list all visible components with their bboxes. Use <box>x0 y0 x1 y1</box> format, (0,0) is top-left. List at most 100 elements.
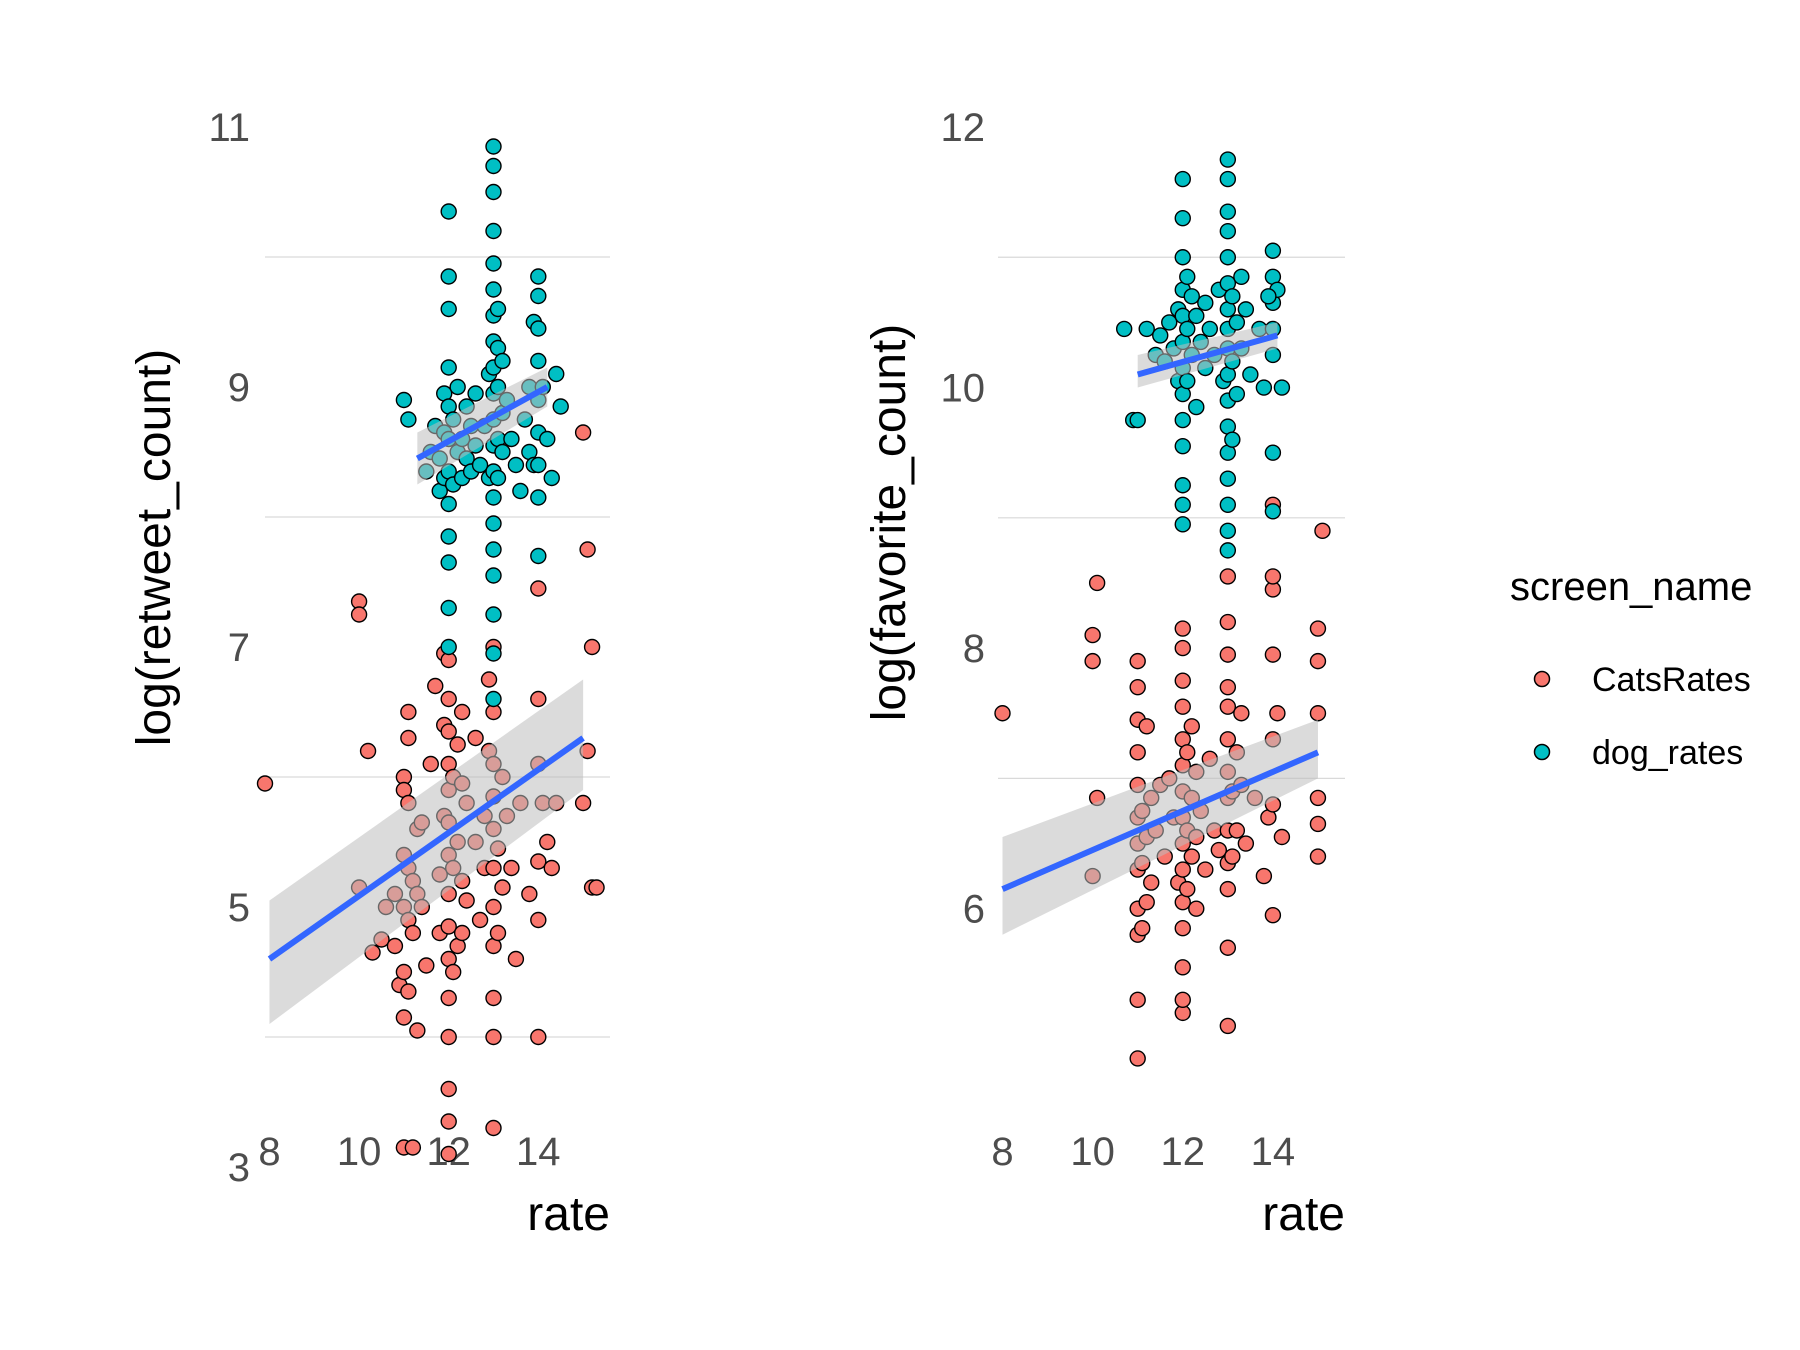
data-point <box>1219 646 1237 663</box>
data-point <box>1228 385 1246 403</box>
data-point <box>1219 568 1237 585</box>
data-point <box>1219 151 1237 168</box>
data-point <box>1264 906 1282 924</box>
data-point <box>588 879 605 896</box>
data-point <box>1219 880 1237 898</box>
data-point <box>485 645 502 662</box>
data-point <box>359 742 377 760</box>
data-point <box>440 1080 457 1098</box>
data-point <box>485 859 502 877</box>
data-point <box>395 963 413 981</box>
data-point <box>503 859 520 877</box>
data-point <box>1179 880 1196 898</box>
data-point <box>485 989 502 1007</box>
data-point <box>1174 516 1191 533</box>
data-point <box>1115 320 1133 338</box>
data-point <box>1309 705 1327 722</box>
legend-label-catsrates: CatsRates <box>1592 661 1751 699</box>
data-point <box>485 898 502 916</box>
data-point <box>1138 893 1155 911</box>
data-point <box>404 1139 422 1156</box>
data-point <box>1242 366 1259 383</box>
data-point <box>427 677 444 695</box>
trend-line <box>1136 332 1279 378</box>
data-point <box>1309 652 1327 670</box>
y-tick-label: 7 <box>228 626 250 670</box>
data-point <box>530 1028 547 1046</box>
data-point <box>494 879 511 896</box>
data-point <box>1183 718 1200 735</box>
data-point <box>552 398 569 415</box>
data-point <box>1264 444 1282 461</box>
data-point <box>494 443 511 461</box>
data-point <box>579 541 596 558</box>
data-point <box>1174 861 1191 878</box>
data-point <box>1219 698 1237 715</box>
data-point <box>444 963 462 981</box>
data-point <box>1197 861 1214 878</box>
y-tick-label: 10 <box>941 367 986 411</box>
data-point <box>1219 470 1237 487</box>
data-point <box>449 736 466 753</box>
panel-retweet: 3579118101214ratelog(retweet_count) <box>128 106 610 1241</box>
data-point <box>530 268 547 285</box>
data-point <box>386 937 404 955</box>
data-point <box>440 359 457 376</box>
data-point <box>1188 307 1205 325</box>
y-tick-label: 12 <box>941 106 986 150</box>
data-point <box>440 300 457 318</box>
legend-key-catsrates <box>1533 670 1551 688</box>
data-point <box>1174 209 1191 227</box>
data-point <box>1260 288 1277 305</box>
data-point <box>485 606 502 623</box>
legend-key-dog-rates <box>1533 743 1551 761</box>
data-point <box>440 528 457 545</box>
data-point <box>1210 841 1228 859</box>
data-point <box>1174 411 1191 429</box>
data-point <box>256 775 274 792</box>
data-point <box>1219 222 1237 240</box>
panel-favorite: 6 8 10 12 8 10 12 14 rate log(favorite_count) <box>863 106 1345 1241</box>
data-point <box>1088 574 1106 592</box>
data-point <box>521 885 538 903</box>
data-point <box>395 1009 413 1026</box>
data-point <box>395 391 413 409</box>
data-point <box>1228 822 1246 839</box>
data-point <box>440 723 457 740</box>
data-point <box>1174 639 1191 657</box>
data-point <box>1179 372 1196 390</box>
trend-line <box>415 384 549 462</box>
data-point <box>1233 705 1250 722</box>
data-point <box>1129 652 1146 670</box>
data-point <box>440 690 457 708</box>
data-point <box>440 1145 457 1163</box>
data-point <box>485 489 502 506</box>
data-point <box>440 599 457 617</box>
data-point <box>1219 678 1237 696</box>
legend-label-dog-rates: dog_rates <box>1592 734 1743 772</box>
data-point <box>400 729 417 747</box>
data-point <box>994 705 1011 722</box>
data-point <box>458 892 475 909</box>
data-point <box>1183 288 1200 305</box>
x-tick-label: 10 <box>1070 1130 1115 1174</box>
data-point <box>485 1028 502 1046</box>
data-point <box>548 365 565 383</box>
data-point <box>1255 379 1273 396</box>
y-axis-title: log(favorite_count) <box>863 324 916 722</box>
data-point <box>507 950 525 968</box>
data-point <box>1309 815 1327 833</box>
data-point <box>400 411 417 428</box>
data-point <box>1161 314 1178 331</box>
data-point <box>400 983 417 1000</box>
data-point <box>440 989 457 1007</box>
data-point <box>485 255 502 272</box>
data-point <box>485 541 502 558</box>
x-tick-label: 8 <box>258 1130 280 1174</box>
data-point <box>440 918 457 935</box>
data-point <box>1237 835 1255 852</box>
data-point <box>1152 327 1169 344</box>
legend-title: screen_name <box>1510 565 1752 609</box>
data-point <box>1237 301 1255 318</box>
